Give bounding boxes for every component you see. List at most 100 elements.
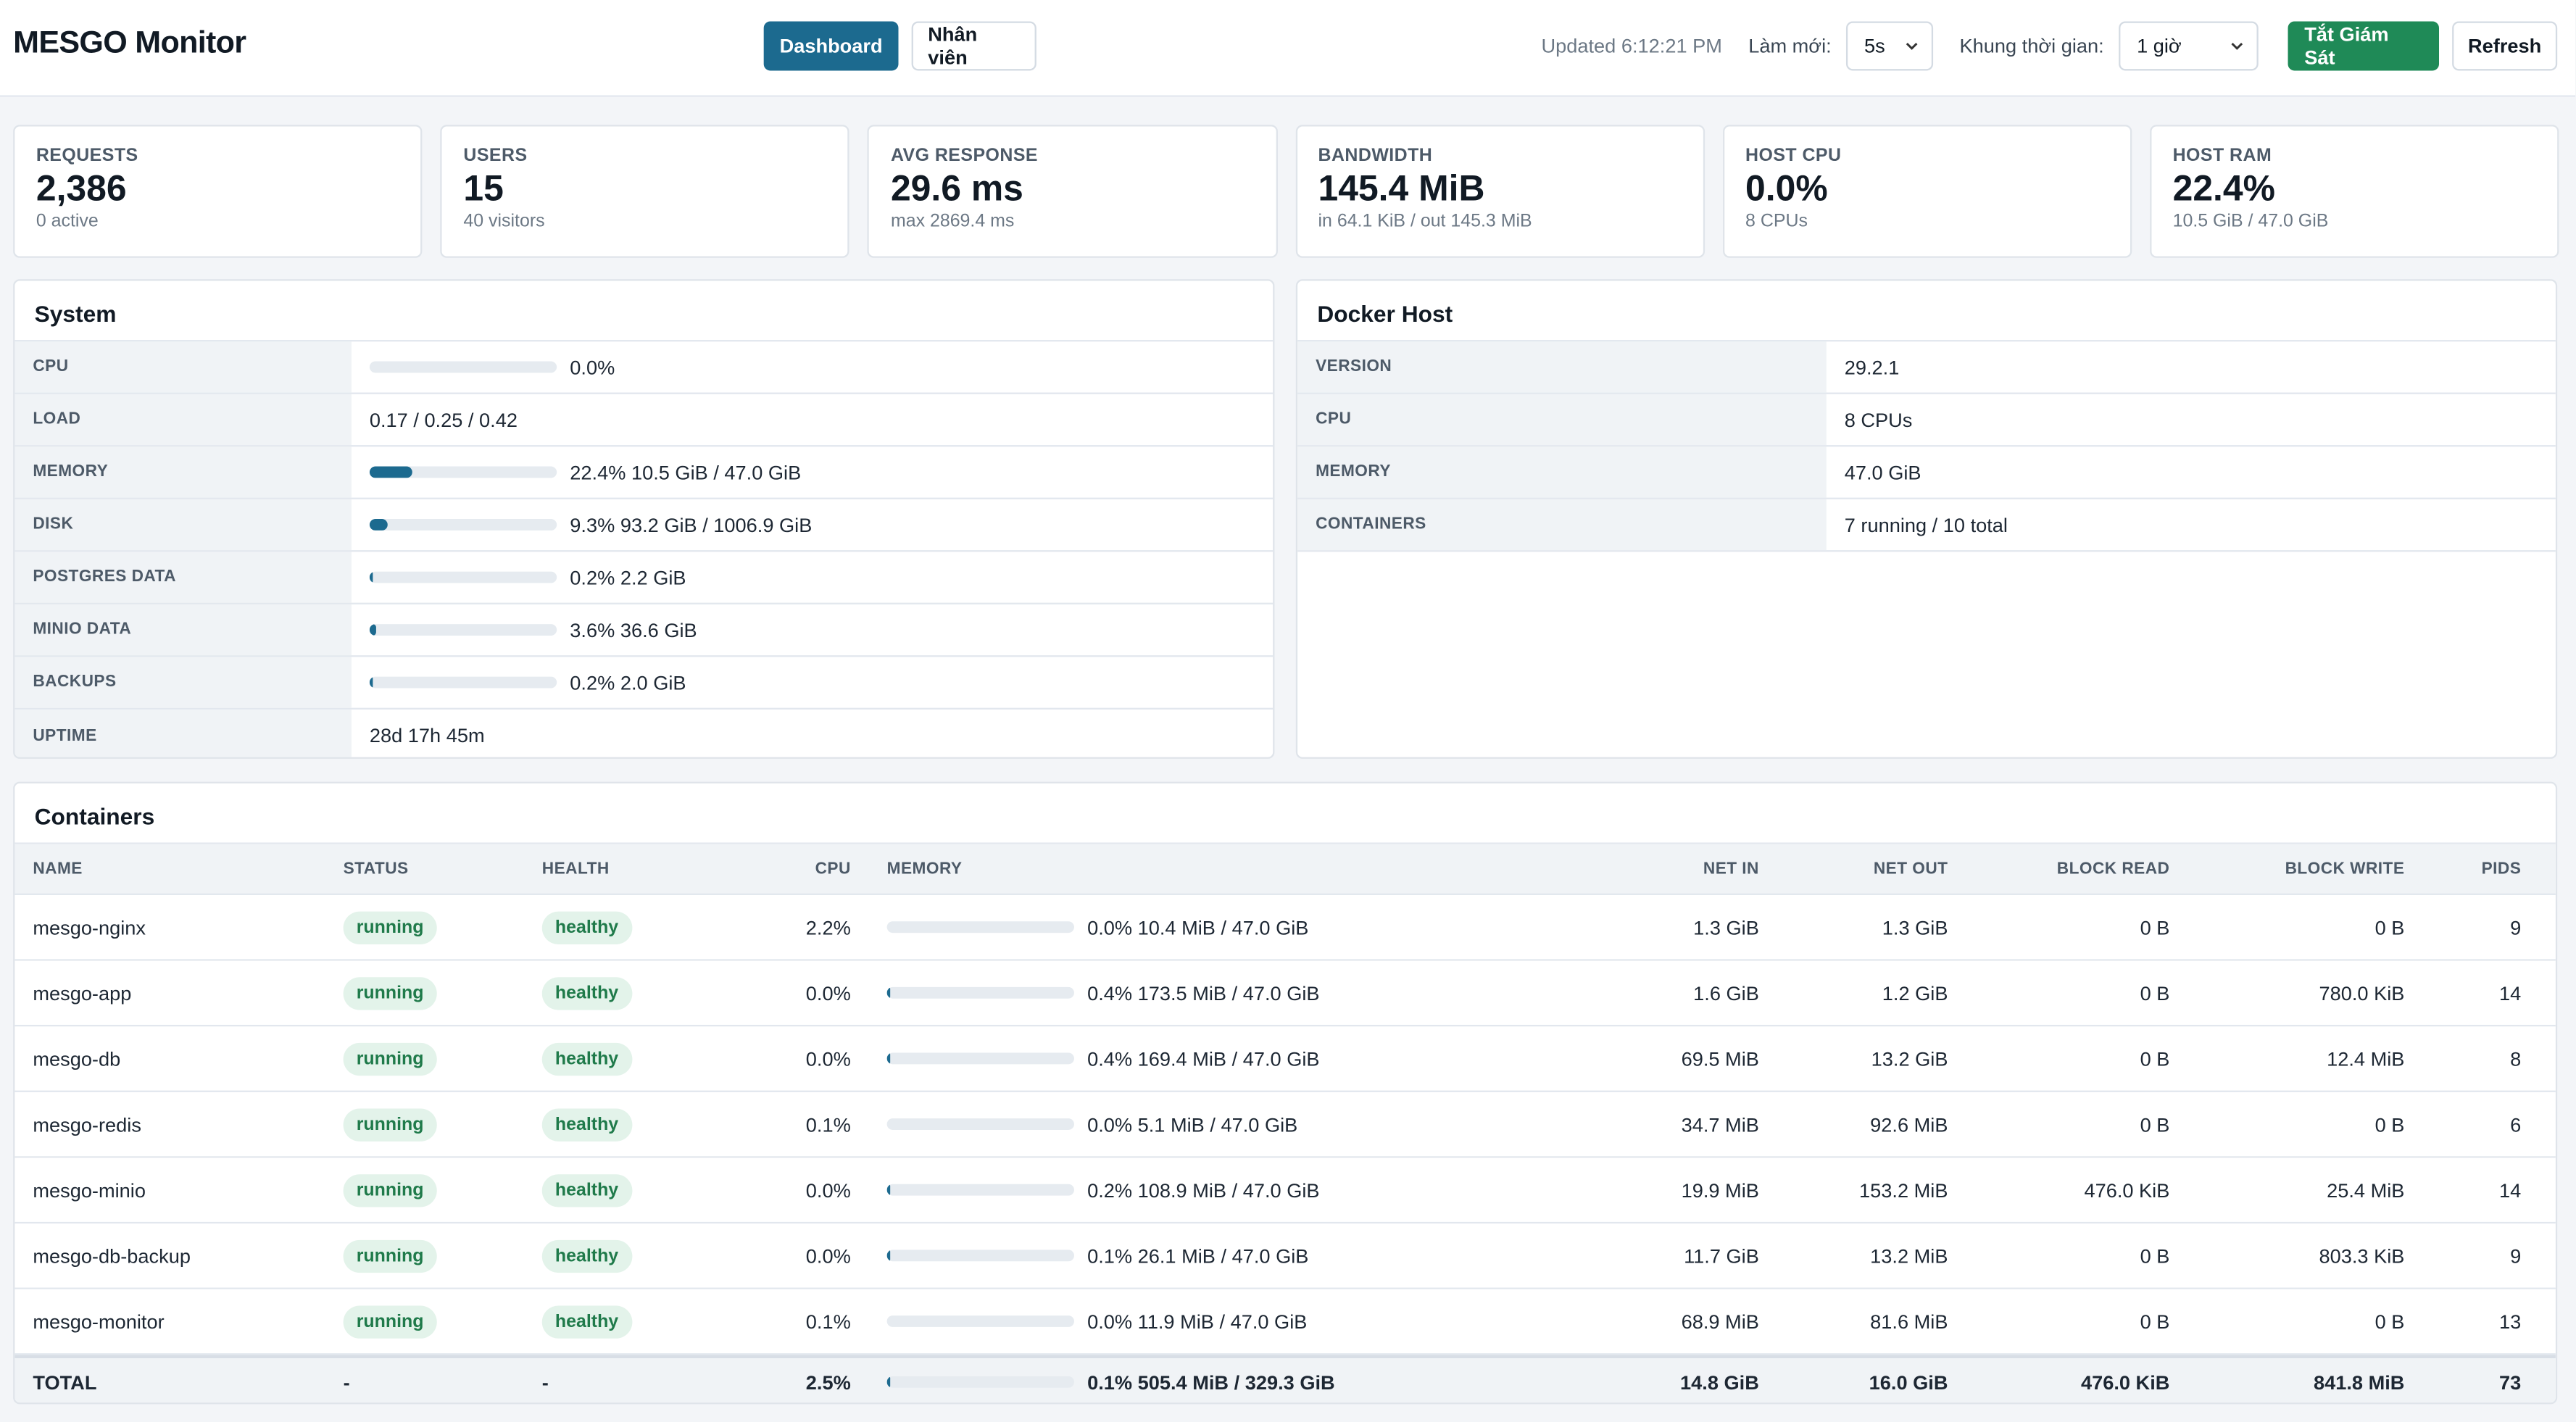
usage-bar-fill [369, 676, 373, 689]
system-row: DISK 9.3% 93.2 GiB / 1006.9 GiB [14, 499, 1274, 552]
health-badge: healthy [541, 1239, 632, 1273]
stop-monitoring-button[interactable]: Tắt Giám Sát [2288, 21, 2440, 71]
column-header: BLOCK WRITE [2285, 860, 2405, 878]
cell-status: running [343, 1041, 542, 1076]
nav-dashboard-button[interactable]: Dashboard [763, 21, 899, 71]
system-row-key: LOAD [14, 394, 352, 446]
system-panel-title: System [14, 280, 1274, 342]
stat-card: HOST CPU 0.0% 8 CPUs [1722, 125, 2132, 258]
cell-pids: 13 [2499, 1310, 2522, 1333]
docker-host-row-key: VERSION [1297, 341, 1827, 393]
system-row-value: 0.17 / 0.25 / 0.42 [352, 394, 518, 445]
cell-net-in: 68.9 MiB [1681, 1310, 1759, 1333]
cell-net-in: 11.7 GiB [1684, 1244, 1759, 1268]
nav-staff-button[interactable]: Nhân viên [911, 21, 1036, 71]
stat-card: USERS 15 40 visitors [440, 125, 850, 258]
system-row: POSTGRES DATA 0.2% 2.2 GiB [14, 552, 1274, 604]
health-badge: healthy [541, 1305, 632, 1338]
system-row-value: 9.3% 93.2 GiB / 1006.9 GiB [352, 499, 812, 550]
table-row[interactable]: mesgo-monitor running healthy 0.1% 0.0% 11.9… [14, 1289, 2556, 1355]
system-row-value-text: 0.2% 2.2 GiB [570, 565, 686, 589]
usage-bar [369, 361, 557, 373]
refresh-interval-select[interactable]: 5s [1846, 21, 1934, 71]
cell-cpu: 0.0% [805, 981, 851, 1005]
cell-mem: 0.4% 173.5 MiB / 47.0 GiB [851, 981, 1613, 1005]
stat-card-subtext: 8 CPUs [1745, 212, 1808, 232]
system-row-key: MEMORY [14, 446, 352, 498]
docker-host-row-value: 29.2.1 [1844, 355, 1900, 379]
usage-bar [886, 1052, 1074, 1065]
stat-card-subtext: max 2869.4 ms [890, 212, 1015, 232]
cell-pids: 73 [2499, 1370, 2522, 1394]
cell-cpu: 0.0% [805, 1178, 851, 1202]
cell-status: - [343, 1370, 350, 1394]
usage-bar [369, 519, 557, 531]
usage-bar [886, 986, 1074, 999]
cell-cpu: 0.1% [805, 1310, 851, 1333]
status-badge: running [343, 1239, 437, 1273]
stat-card-label: HOST CPU [1745, 146, 1842, 166]
stat-card-value: 2,386 [36, 167, 127, 209]
usage-bar-fill [369, 571, 373, 583]
docker-host-row-key: CPU [1297, 394, 1827, 446]
docker-host-table: VERSION 29.2.1 CPU 8 CPUs MEMORY 47.0 GiB CONT… [1297, 341, 2556, 552]
containers-table-header: NAME STATUS HEALTH CPU MEMORY NET IN NET OUT BL… [14, 844, 2556, 895]
cell-status: running [343, 976, 542, 1010]
status-badge: running [343, 1041, 437, 1076]
column-header: HEALTH [541, 860, 610, 878]
time-range-label: Khung thời gian: [1959, 34, 2104, 58]
cell-net-out: 16.0 GiB [1869, 1370, 1948, 1394]
docker-host-row-value: 8 CPUs [1844, 408, 1913, 431]
table-row[interactable]: mesgo-app running healthy 0.0% 0.4% 173.5 Mi… [14, 961, 2556, 1027]
table-row[interactable]: mesgo-db running healthy 0.0% 0.4% 169.4 MiB… [14, 1026, 2556, 1092]
stat-card: BANDWIDTH 145.4 MiB in 64.1 KiB / out 145.… [1295, 125, 1705, 258]
health-badge: healthy [541, 1107, 632, 1141]
cell-net-out: 153.2 MiB [1859, 1178, 1948, 1202]
usage-bar-fill [886, 1250, 890, 1262]
cell-health: healthy [541, 976, 739, 1010]
table-row[interactable]: mesgo-redis running healthy 0.1% 0.0% 5.1 Mi… [14, 1092, 2556, 1158]
usage-bar-fill [886, 1052, 890, 1065]
stat-card-value: 0.0% [1745, 167, 1828, 209]
cell-health: healthy [541, 1041, 739, 1076]
status-badge: running [343, 1305, 437, 1338]
stat-card-subtext: in 64.1 KiB / out 145.3 MiB [1318, 212, 1532, 232]
memory-usage-text: 0.1% 26.1 MiB / 47.0 GiB [1087, 1244, 1309, 1268]
cell-pids: 8 [2510, 1047, 2522, 1070]
table-row[interactable]: mesgo-minio running healthy 0.0% 0.2% 108.9 … [14, 1158, 2556, 1224]
health-badge: healthy [541, 976, 632, 1010]
cell-health: healthy [541, 1173, 739, 1207]
column-header: CPU [815, 860, 851, 878]
system-row-value: 0.0% [352, 341, 615, 392]
stat-card-value: 145.4 MiB [1318, 167, 1485, 209]
stat-card-label: USERS [463, 146, 528, 166]
table-row[interactable]: mesgo-nginx running healthy 2.2% 0.0% 10.4 M… [14, 895, 2556, 961]
column-header: NET IN [1703, 860, 1759, 878]
cell-health: - [541, 1370, 549, 1394]
usage-bar-fill [369, 519, 387, 531]
cell-name: mesgo-nginx [33, 915, 146, 939]
docker-host-panel: Docker Host VERSION 29.2.1 CPU 8 CPUs MEMORY… [1295, 279, 2558, 759]
cell-block-read: 0 B [2140, 1310, 2170, 1333]
table-row[interactable]: mesgo-db-backup running healthy 0.0% 0.1% 26… [14, 1223, 2556, 1289]
time-range-select[interactable]: 1 giờ [2119, 21, 2259, 71]
status-badge: running [343, 976, 437, 1010]
cell-net-out: 1.3 GiB [1882, 915, 1948, 939]
cell-name: mesgo-monitor [33, 1310, 165, 1333]
cell-pids: 14 [2499, 1178, 2522, 1202]
system-row-value: 0.2% 2.0 GiB [352, 657, 686, 707]
docker-host-row: CPU 8 CPUs [1297, 394, 2556, 447]
cell-health: healthy [541, 1305, 739, 1338]
usage-bar [886, 1250, 1074, 1262]
system-row-key: MINIO DATA [14, 604, 352, 656]
usage-bar-fill [886, 1184, 890, 1196]
stat-card-label: AVG RESPONSE [890, 146, 1039, 166]
system-row-value: 22.4% 10.5 GiB / 47.0 GiB [352, 446, 801, 497]
cell-mem: 0.0% 5.1 MiB / 47.0 GiB [851, 1113, 1613, 1136]
cell-net-out: 1.2 GiB [1882, 981, 1948, 1005]
cell-mem: 0.0% 10.4 MiB / 47.0 GiB [851, 915, 1613, 939]
cell-pids: 9 [2510, 915, 2522, 939]
cell-cpu: 0.1% [805, 1113, 851, 1136]
cell-name: mesgo-db [33, 1047, 121, 1070]
refresh-button[interactable]: Refresh [2452, 21, 2558, 71]
